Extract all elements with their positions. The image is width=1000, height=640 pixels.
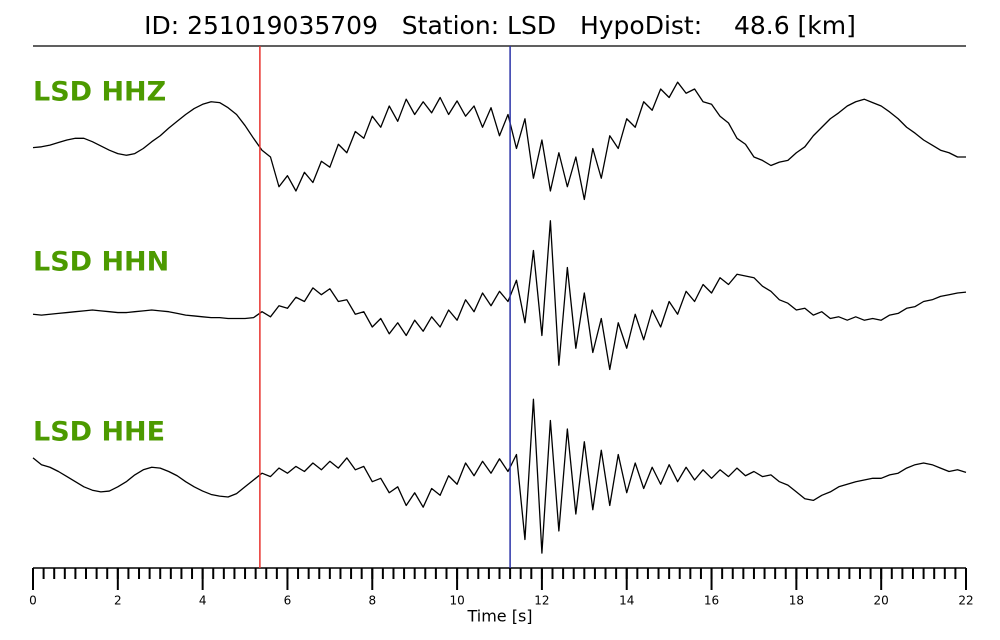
x-tick-label: 8 — [368, 594, 376, 608]
x-tick-label: 4 — [199, 594, 207, 608]
x-tick-label: 12 — [534, 594, 549, 608]
x-tick-label: 14 — [619, 594, 634, 608]
x-axis-label: Time [s] — [466, 607, 532, 626]
x-tick-label: 10 — [449, 594, 464, 608]
x-tick-label: 16 — [704, 594, 719, 608]
trace-label: LSD HHZ — [33, 77, 166, 108]
trace-label: LSD HHE — [33, 417, 165, 448]
x-tick-label: 22 — [958, 594, 973, 608]
x-tick-label: 18 — [789, 594, 804, 608]
chart-title: ID: 251019035709 Station: LSD HypoDist: … — [144, 11, 856, 40]
x-tick-label: 0 — [29, 594, 37, 608]
x-tick-label: 20 — [874, 594, 889, 608]
trace-line — [32, 398, 967, 554]
trace-line — [32, 220, 967, 371]
x-tick-label: 2 — [114, 594, 122, 608]
x-tick-label: 6 — [284, 594, 292, 608]
trace-line — [32, 81, 966, 201]
trace-label: LSD HHN — [33, 247, 169, 278]
